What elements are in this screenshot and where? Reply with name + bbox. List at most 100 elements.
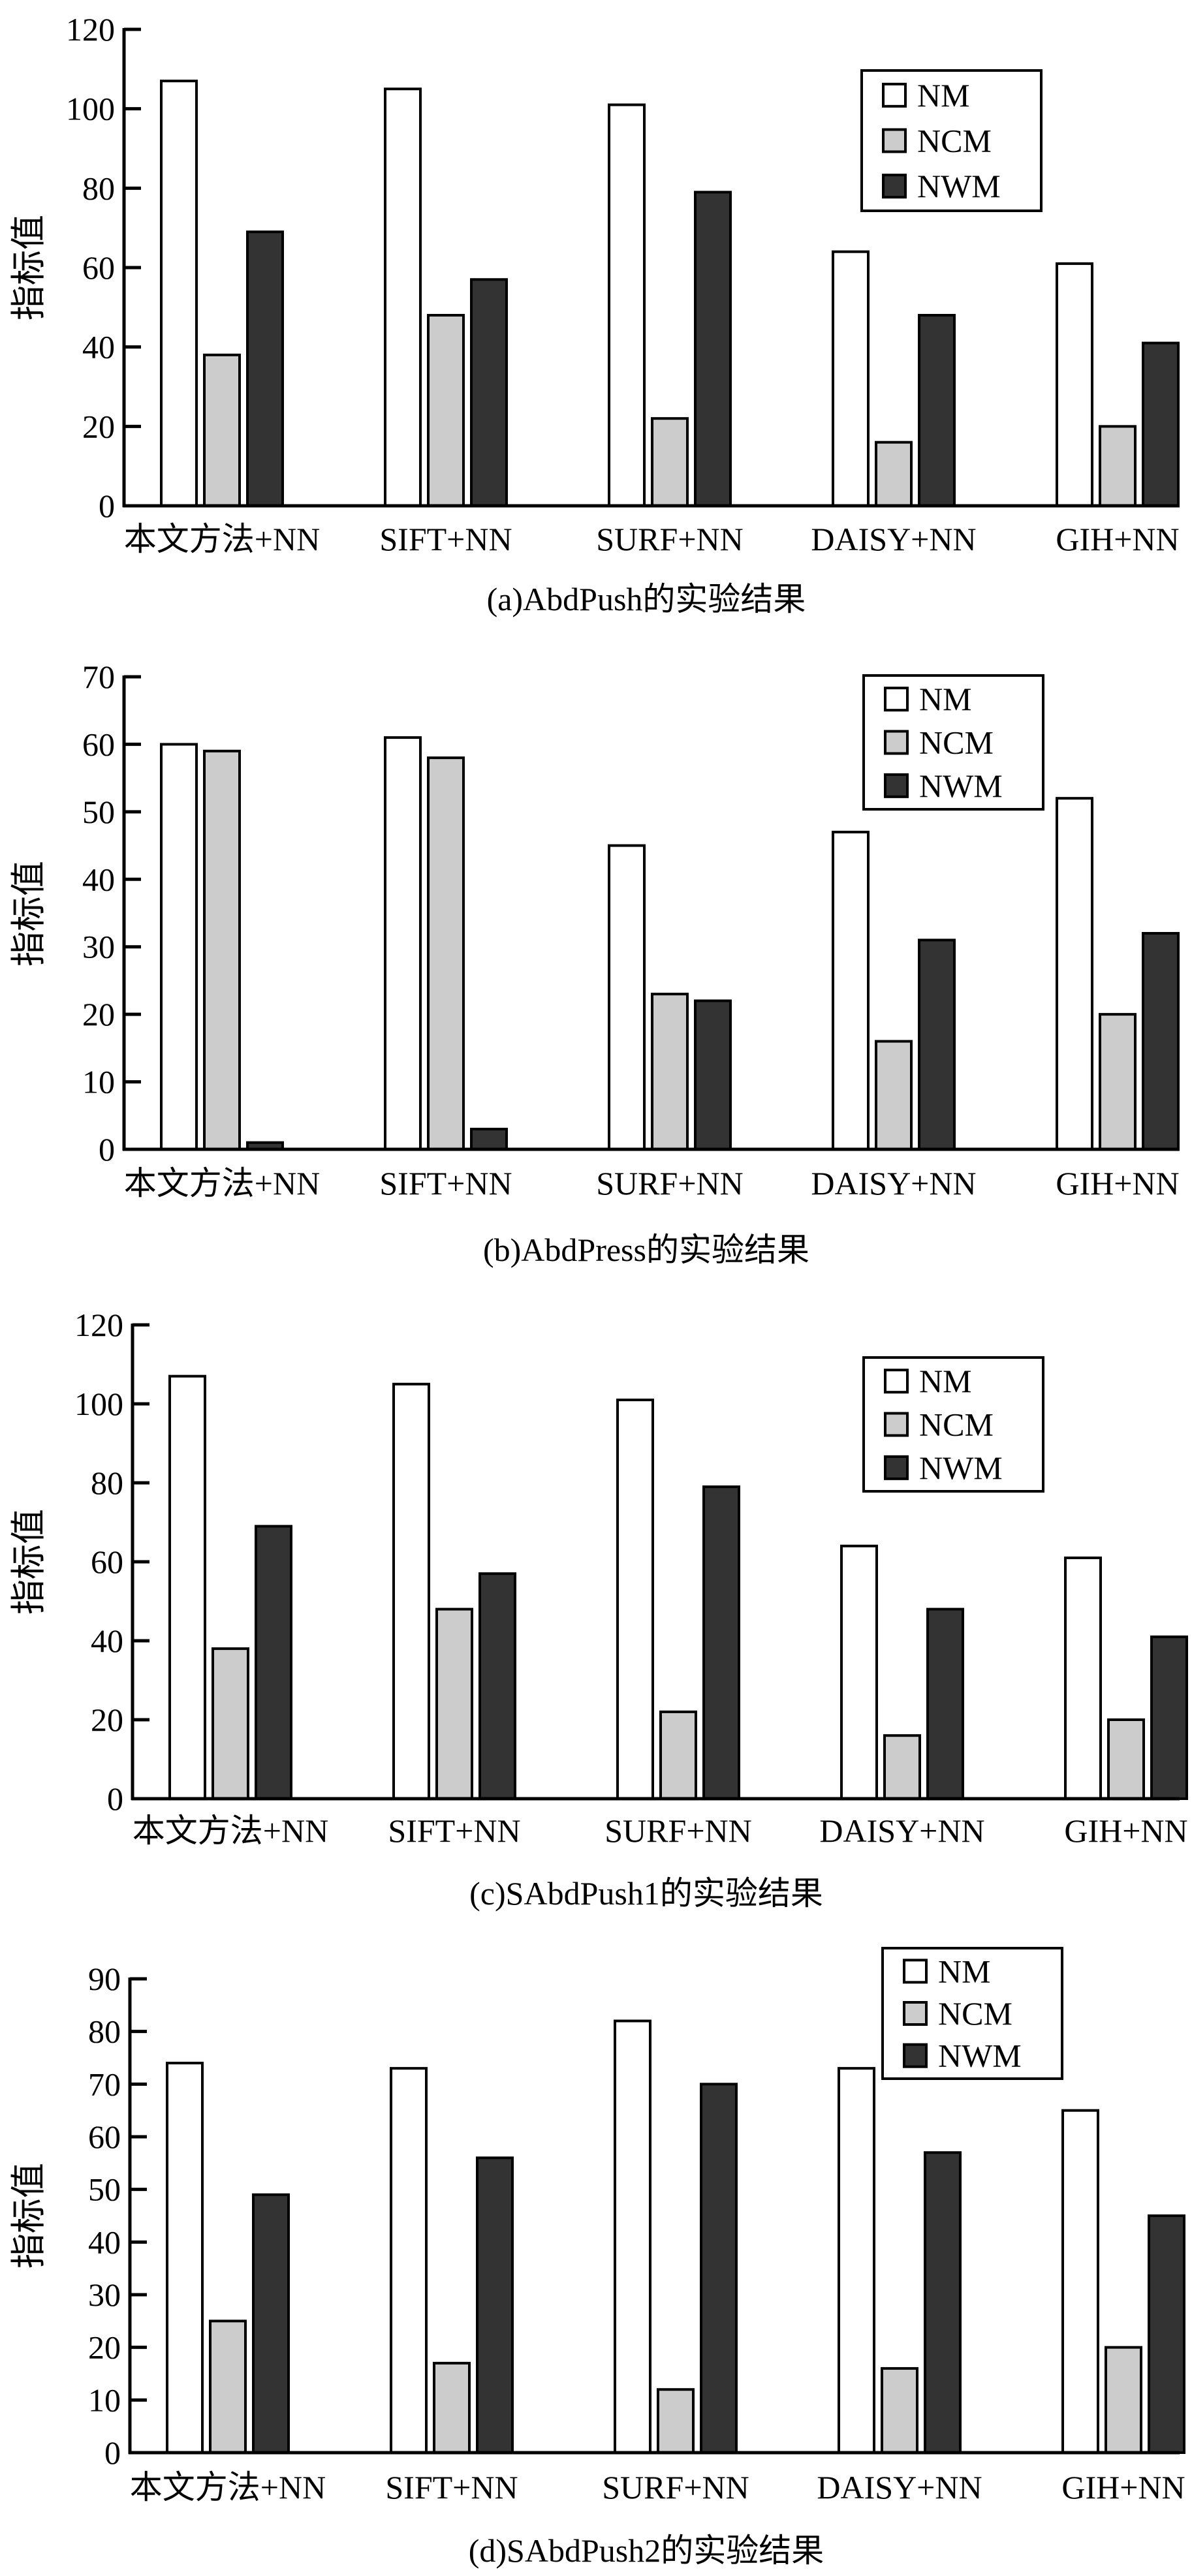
bar-ncm-0 [209,2320,247,2454]
bar-nwm-4 [1142,932,1180,1151]
bar-nm-3 [840,1544,878,1801]
x-tick-label: DAISY+NN [811,521,976,557]
legend-label-nwm: NWM [919,1450,1003,1486]
bar-nwm-3 [924,2151,962,2454]
y-tick-label: 20 [82,996,115,1032]
x-tick-label: SURF+NN [604,1812,752,1849]
x-tick-label: GIH+NN [1061,2469,1185,2506]
bar-nwm-1 [476,2156,514,2454]
legend-label-ncm: NCM [938,1995,1012,2032]
x-tick-label: SIFT+NN [379,1165,512,1202]
legend-swatch-ncm [884,1412,909,1437]
bar-nm-4 [1056,797,1093,1151]
legend-swatch-nm [882,82,907,108]
bar-nm-4 [1064,1556,1102,1800]
y-tick-label: 80 [88,2013,121,2050]
legend-label-nm: NM [919,1363,972,1399]
legend-label-nwm: NWM [917,168,1001,204]
y-tick-label: 40 [82,329,115,365]
bar-nm-0 [166,2062,204,2454]
x-tick-label: DAISY+NN [819,1812,984,1849]
bar-ncm-4 [1099,425,1137,507]
bar-nwm-0 [246,230,284,507]
y-tick-label: 20 [91,1701,123,1738]
y-tick-label: 0 [104,2434,121,2471]
bar-nm-2 [616,1398,654,1800]
y-tick-label: 70 [88,2066,121,2102]
bar-nwm-3 [918,314,956,507]
y-tick-label: 30 [82,929,115,965]
legend: NM NCM NWM [862,1356,1044,1493]
bar-nwm-3 [918,939,956,1151]
x-tick-label: SIFT+NN [388,1812,520,1849]
bar-nwm-1 [478,1572,516,1800]
bar-ncm-4 [1107,1718,1145,1800]
y-tick-label: 0 [99,1131,115,1168]
legend-swatch-nm [884,687,909,712]
x-tick-label: SURF+NN [596,521,744,557]
y-axis-label: 指标值 [9,861,48,967]
y-tick-label: 50 [88,2171,121,2208]
y-tick-label: 40 [82,861,115,897]
bar-nwm-2 [702,1485,740,1801]
legend-label-ncm: NCM [919,724,994,761]
y-tick-label: 120 [66,11,115,48]
bar-nwm-1 [470,1127,508,1151]
x-tick-label: SIFT+NN [385,2469,518,2506]
y-tick-label: 60 [88,2118,121,2155]
y-tick-label: 10 [82,1064,115,1100]
x-tick-label: DAISY+NN [817,2469,982,2506]
legend-swatch-ncm [882,128,907,153]
y-tick-label: 60 [82,249,115,286]
y-tick-label: 40 [88,2224,121,2260]
y-tick-label: 90 [88,1961,121,1997]
bar-nm-3 [832,250,870,507]
bar-nwm-4 [1142,341,1180,507]
legend-label-ncm: NCM [917,123,992,159]
legend-swatch-ncm [884,730,909,755]
bar-nm-2 [614,2019,651,2455]
legend-swatch-nm [903,1959,928,1984]
bar-nwm-3 [926,1607,964,1801]
bar-nm-0 [168,1374,206,1800]
x-tick-label: SIFT+NN [379,521,512,557]
y-tick-label: 60 [82,726,115,762]
bar-ncm-3 [881,2367,918,2455]
y-tick-label: 60 [91,1544,123,1580]
bar-nm-2 [608,103,646,508]
chart-caption: (a)AbdPush的实验结果 [487,581,806,617]
legend: NM NCM NWM [881,1947,1063,2080]
y-axis-label: 指标值 [9,1509,48,1615]
legend-swatch-nwm [884,773,909,798]
bar-nwm-2 [694,191,732,507]
y-tick-label: 0 [99,488,115,524]
x-tick-label: 本文方法+NN [130,2469,326,2506]
bar-ncm-3 [875,441,913,508]
bar-nwm-0 [255,1525,292,1801]
y-tick-label: 20 [88,2329,121,2366]
legend-label-nm: NM [919,681,972,717]
bar-nwm-2 [700,2083,738,2454]
legend-label-nwm: NWM [919,768,1003,804]
legend-label-ncm: NCM [919,1406,994,1443]
bar-ncm-1 [427,756,465,1151]
bar-ncm-0 [203,353,241,507]
bar-ncm-0 [203,749,241,1151]
bar-nwm-4 [1150,1635,1188,1800]
bar-nm-4 [1061,2109,1099,2455]
bar-nm-0 [160,80,198,508]
y-tick-label: 30 [88,2276,121,2313]
bar-ncm-3 [883,1734,921,1800]
x-tick-label: 本文方法+NN [133,1812,328,1849]
y-axis-label: 指标值 [9,2163,48,2269]
bar-ncm-3 [875,1040,913,1151]
legend-swatch-nm [884,1369,909,1394]
bar-nm-4 [1056,262,1093,507]
y-tick-label: 100 [66,91,115,127]
bar-nm-1 [384,87,422,507]
legend: NM NCM NWM [862,674,1044,811]
